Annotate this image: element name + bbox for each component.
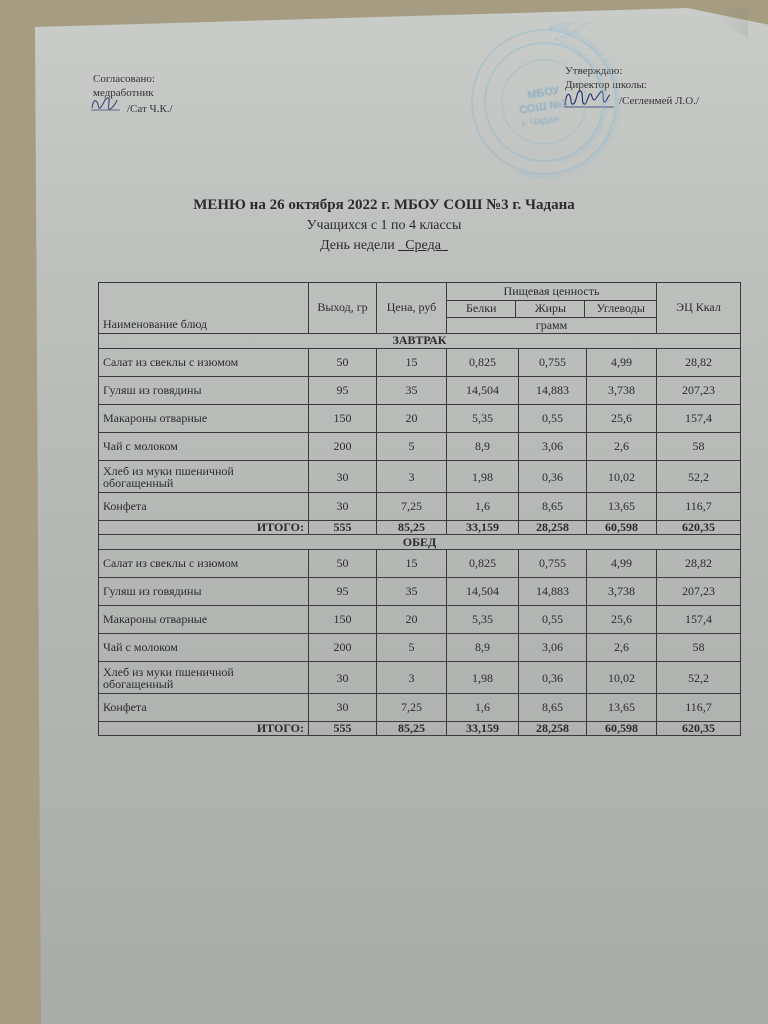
svg-text:СОШ №3: СОШ №3 xyxy=(519,97,569,116)
